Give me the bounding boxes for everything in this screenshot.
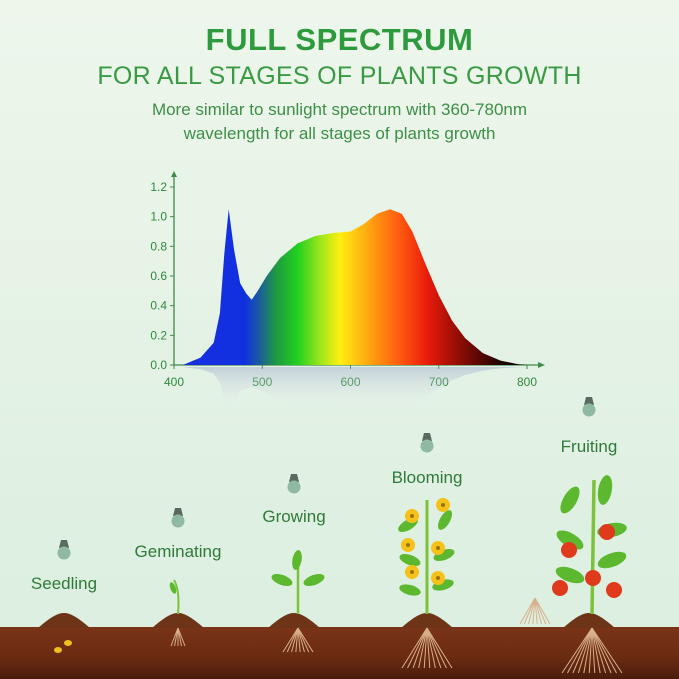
roots (401, 627, 453, 669)
seed (64, 640, 72, 646)
y-tick-label: 1.0 (150, 210, 167, 224)
leaf (303, 573, 325, 587)
x-tick-label: 400 (164, 375, 184, 389)
y-tick-label: 0.0 (150, 358, 167, 372)
flower-center (406, 543, 410, 547)
y-tick-label: 0.6 (150, 269, 167, 283)
page-subtitle: FOR ALL STAGES OF PLANTS GROWTH (97, 62, 582, 90)
bulb-icon (420, 433, 434, 453)
bulb-icon (287, 474, 301, 494)
stage-seedling (38, 540, 90, 628)
stage-label: Blooming (391, 468, 463, 487)
spectrum-chart: 4005006007008000.00.20.40.60.81.01.2 (150, 171, 545, 414)
leaf (555, 566, 585, 584)
bulb-icon (57, 540, 71, 560)
leaf (597, 475, 613, 505)
leaf (399, 584, 421, 596)
stage-blooming (401, 433, 453, 628)
description-line-1: More similar to sunlight spectrum with 3… (151, 100, 528, 119)
y-tick-label: 0.8 (150, 239, 167, 253)
tomato-fruit (561, 542, 577, 558)
flower-center (436, 576, 440, 580)
bulb-icon (582, 397, 596, 417)
leaf (292, 550, 302, 570)
stage-fruiting (563, 397, 615, 628)
x-tick-label: 800 (517, 375, 537, 389)
soil-mound (401, 612, 453, 628)
leaf (597, 551, 627, 569)
roots (282, 627, 314, 653)
leaf (399, 553, 421, 567)
flower-center (410, 570, 414, 574)
description-line-2: wavelength for all stages of plants grow… (183, 124, 496, 143)
seed (54, 647, 62, 653)
y-tick-label: 0.2 (150, 328, 167, 342)
stage-geminating (152, 508, 204, 628)
bulb-icon (171, 508, 185, 528)
stage-label: Seedling (30, 574, 98, 593)
stage-growing (268, 474, 320, 628)
soil-mound (38, 612, 90, 628)
tomato-fruit (552, 580, 568, 596)
leaf (169, 582, 177, 594)
tomato-fruit (585, 570, 601, 586)
x-axis-arrow-icon (538, 362, 545, 368)
leaf (438, 510, 452, 530)
y-tick-label: 0.4 (150, 299, 167, 313)
leaf (556, 530, 584, 550)
stage-label: Geminating (134, 542, 222, 561)
y-tick-label: 1.2 (150, 180, 167, 194)
stem (590, 479, 596, 615)
leaf (560, 486, 580, 514)
flower-center (436, 546, 440, 550)
sprout-stem (173, 579, 180, 615)
flower-center (410, 514, 414, 518)
y-axis-arrow-icon (171, 171, 177, 177)
stage-label: Fruiting (560, 437, 618, 456)
leaf (271, 573, 293, 587)
spectrum-area (182, 209, 528, 365)
flower-center (441, 503, 445, 507)
roots (170, 627, 186, 647)
tomato-fruit (606, 582, 622, 598)
spectrum-reflection (182, 367, 528, 414)
soil-ground (0, 627, 679, 679)
soil-mound (268, 612, 320, 628)
page-title: FULL SPECTRUM (205, 22, 474, 57)
tomato-fruit (599, 524, 615, 540)
stage-label: Growing (262, 507, 326, 526)
roots (519, 597, 551, 625)
soil-mound (152, 612, 204, 628)
roots (561, 627, 623, 674)
soil-mound (563, 612, 615, 628)
